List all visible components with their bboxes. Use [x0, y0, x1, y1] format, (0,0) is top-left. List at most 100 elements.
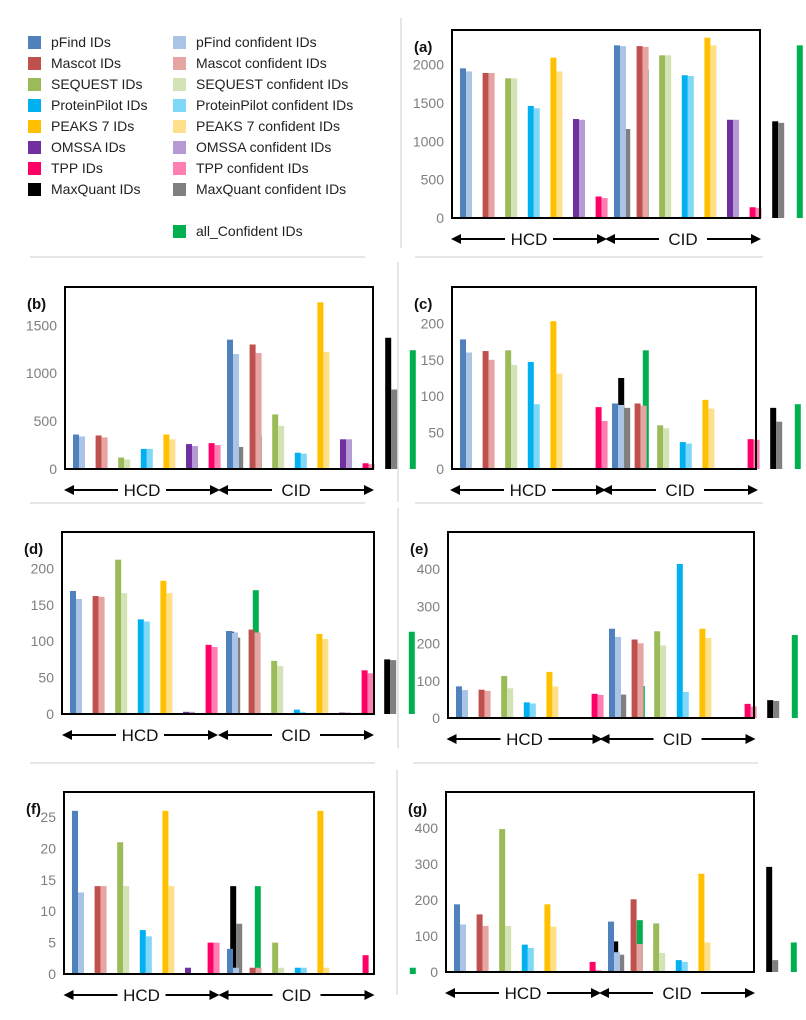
arrow-left-icon — [602, 485, 612, 495]
arrow-left-icon — [599, 988, 609, 998]
bar-ids — [766, 866, 773, 972]
bar-ids — [294, 452, 301, 469]
bar-confident-ids — [533, 108, 540, 218]
bar-confident-ids — [254, 632, 261, 714]
bar-ids — [454, 904, 460, 972]
bar-confident-ids — [614, 952, 620, 972]
bar-ids — [162, 810, 169, 974]
bar-ids — [385, 337, 392, 469]
legend-item: TPP IDs — [28, 160, 103, 176]
legend-label: SEQUEST IDs — [51, 76, 143, 92]
y-tick-label: 150 — [421, 352, 445, 368]
y-tick-label: 300 — [415, 856, 439, 872]
legend-swatch — [173, 98, 186, 112]
y-tick-label: 10 — [40, 903, 56, 919]
bar-confident-ids — [705, 638, 712, 718]
separator — [396, 770, 398, 995]
bar-ids — [227, 948, 233, 974]
y-tick-label: 200 — [31, 560, 55, 576]
legend-label: ProteinPilot IDs — [51, 97, 148, 113]
group-label: CID — [282, 986, 311, 1005]
bar-confident-ids — [462, 690, 468, 718]
legend-label: MaxQuant IDs — [51, 181, 141, 197]
separator — [413, 762, 758, 764]
bar-ids — [747, 439, 754, 469]
bar-confident-ids — [232, 632, 238, 714]
bar-ids — [501, 675, 508, 718]
y-tick-label: 100 — [421, 388, 445, 404]
bar-confident-ids — [346, 439, 352, 469]
plot-frame — [61, 531, 375, 715]
y-tick-label: 200 — [417, 636, 441, 652]
chart-panel: (c) 0 50 100 150 200 HCD CID — [414, 286, 801, 500]
legend-swatch — [173, 161, 186, 175]
legend-label: Mascot IDs — [51, 55, 122, 71]
arrow-left-icon — [445, 988, 455, 998]
plot-frame — [445, 791, 755, 973]
bar-confident-ids — [556, 373, 563, 469]
bar-confident-ids — [527, 947, 534, 972]
bar-ids — [185, 967, 191, 974]
y-tick-label: 0 — [432, 710, 440, 726]
bar-confident-ids — [233, 354, 239, 469]
legend-swatch — [28, 77, 41, 91]
y-tick-label: 500 — [34, 413, 58, 429]
bar-ids — [227, 339, 233, 469]
legend-swatch — [173, 182, 186, 196]
bar-confident-ids — [233, 967, 239, 974]
bar-confident-ids — [299, 711, 306, 714]
chart-panel: (g) 0 100 200 300 400 HCD CID — [408, 791, 797, 1003]
bar-ids — [478, 689, 485, 718]
group-label: HCD — [510, 481, 547, 500]
bar-ids — [249, 344, 256, 469]
bar-all-confident — [409, 350, 416, 469]
bar-confident-ids — [391, 389, 398, 469]
group-label: CID — [668, 230, 697, 249]
bar-ids — [272, 414, 279, 469]
bar-ids — [546, 671, 553, 718]
separator — [397, 262, 399, 502]
legend-item: Mascot IDs — [28, 55, 121, 71]
legend-label: MaxQuant confident IDs — [196, 181, 347, 197]
y-tick-label: 150 — [31, 597, 55, 613]
legend-item: ProteinPilot IDs — [28, 97, 147, 113]
bar-confident-ids — [597, 694, 604, 718]
plot-frame — [451, 29, 761, 219]
bar-ids — [115, 559, 122, 714]
bar-confident-ids — [579, 119, 585, 218]
bar-confident-ids — [255, 353, 262, 469]
legend-item: all_Confident IDs — [173, 223, 303, 239]
bar-all-confident — [790, 942, 797, 972]
legend-label: PEAKS 7 confident IDs — [196, 118, 340, 134]
bar-confident-ids — [624, 407, 631, 469]
bar-confident-ids — [615, 636, 621, 718]
bar-ids — [544, 904, 551, 972]
y-tick-label: 100 — [417, 673, 441, 689]
bar-ids — [767, 700, 774, 718]
bar-confident-ids — [733, 119, 739, 218]
arrow-left-icon — [63, 990, 74, 1000]
bar-confident-ids — [214, 445, 221, 469]
arrow-left-icon — [64, 485, 74, 495]
bar-ids — [476, 914, 483, 972]
y-tick-label: 100 — [31, 633, 55, 649]
separator — [30, 762, 375, 764]
separator — [397, 508, 399, 748]
legend-swatch — [28, 98, 41, 112]
bar-confident-ids — [618, 954, 625, 972]
bar-confident-ids — [772, 960, 779, 972]
legend-label: Mascot confident IDs — [196, 55, 327, 71]
separator — [415, 256, 763, 258]
bar-ids — [550, 321, 557, 469]
arrow-left-icon — [62, 730, 72, 740]
legend-label: SEQUEST confident IDs — [196, 76, 349, 92]
group-label: HCD — [506, 730, 543, 749]
bar-confident-ids — [237, 446, 244, 469]
legend-item: pFind confident IDs — [173, 34, 317, 50]
bar-confident-ids — [98, 596, 105, 714]
bar-confident-ids — [710, 45, 717, 218]
y-tick-label: 200 — [415, 892, 439, 908]
legend: pFind IDs Mascot IDs SEQUEST IDs ProteinPil… — [28, 34, 398, 244]
y-tick-label: 0 — [46, 706, 54, 722]
legend-swatch — [173, 140, 186, 154]
